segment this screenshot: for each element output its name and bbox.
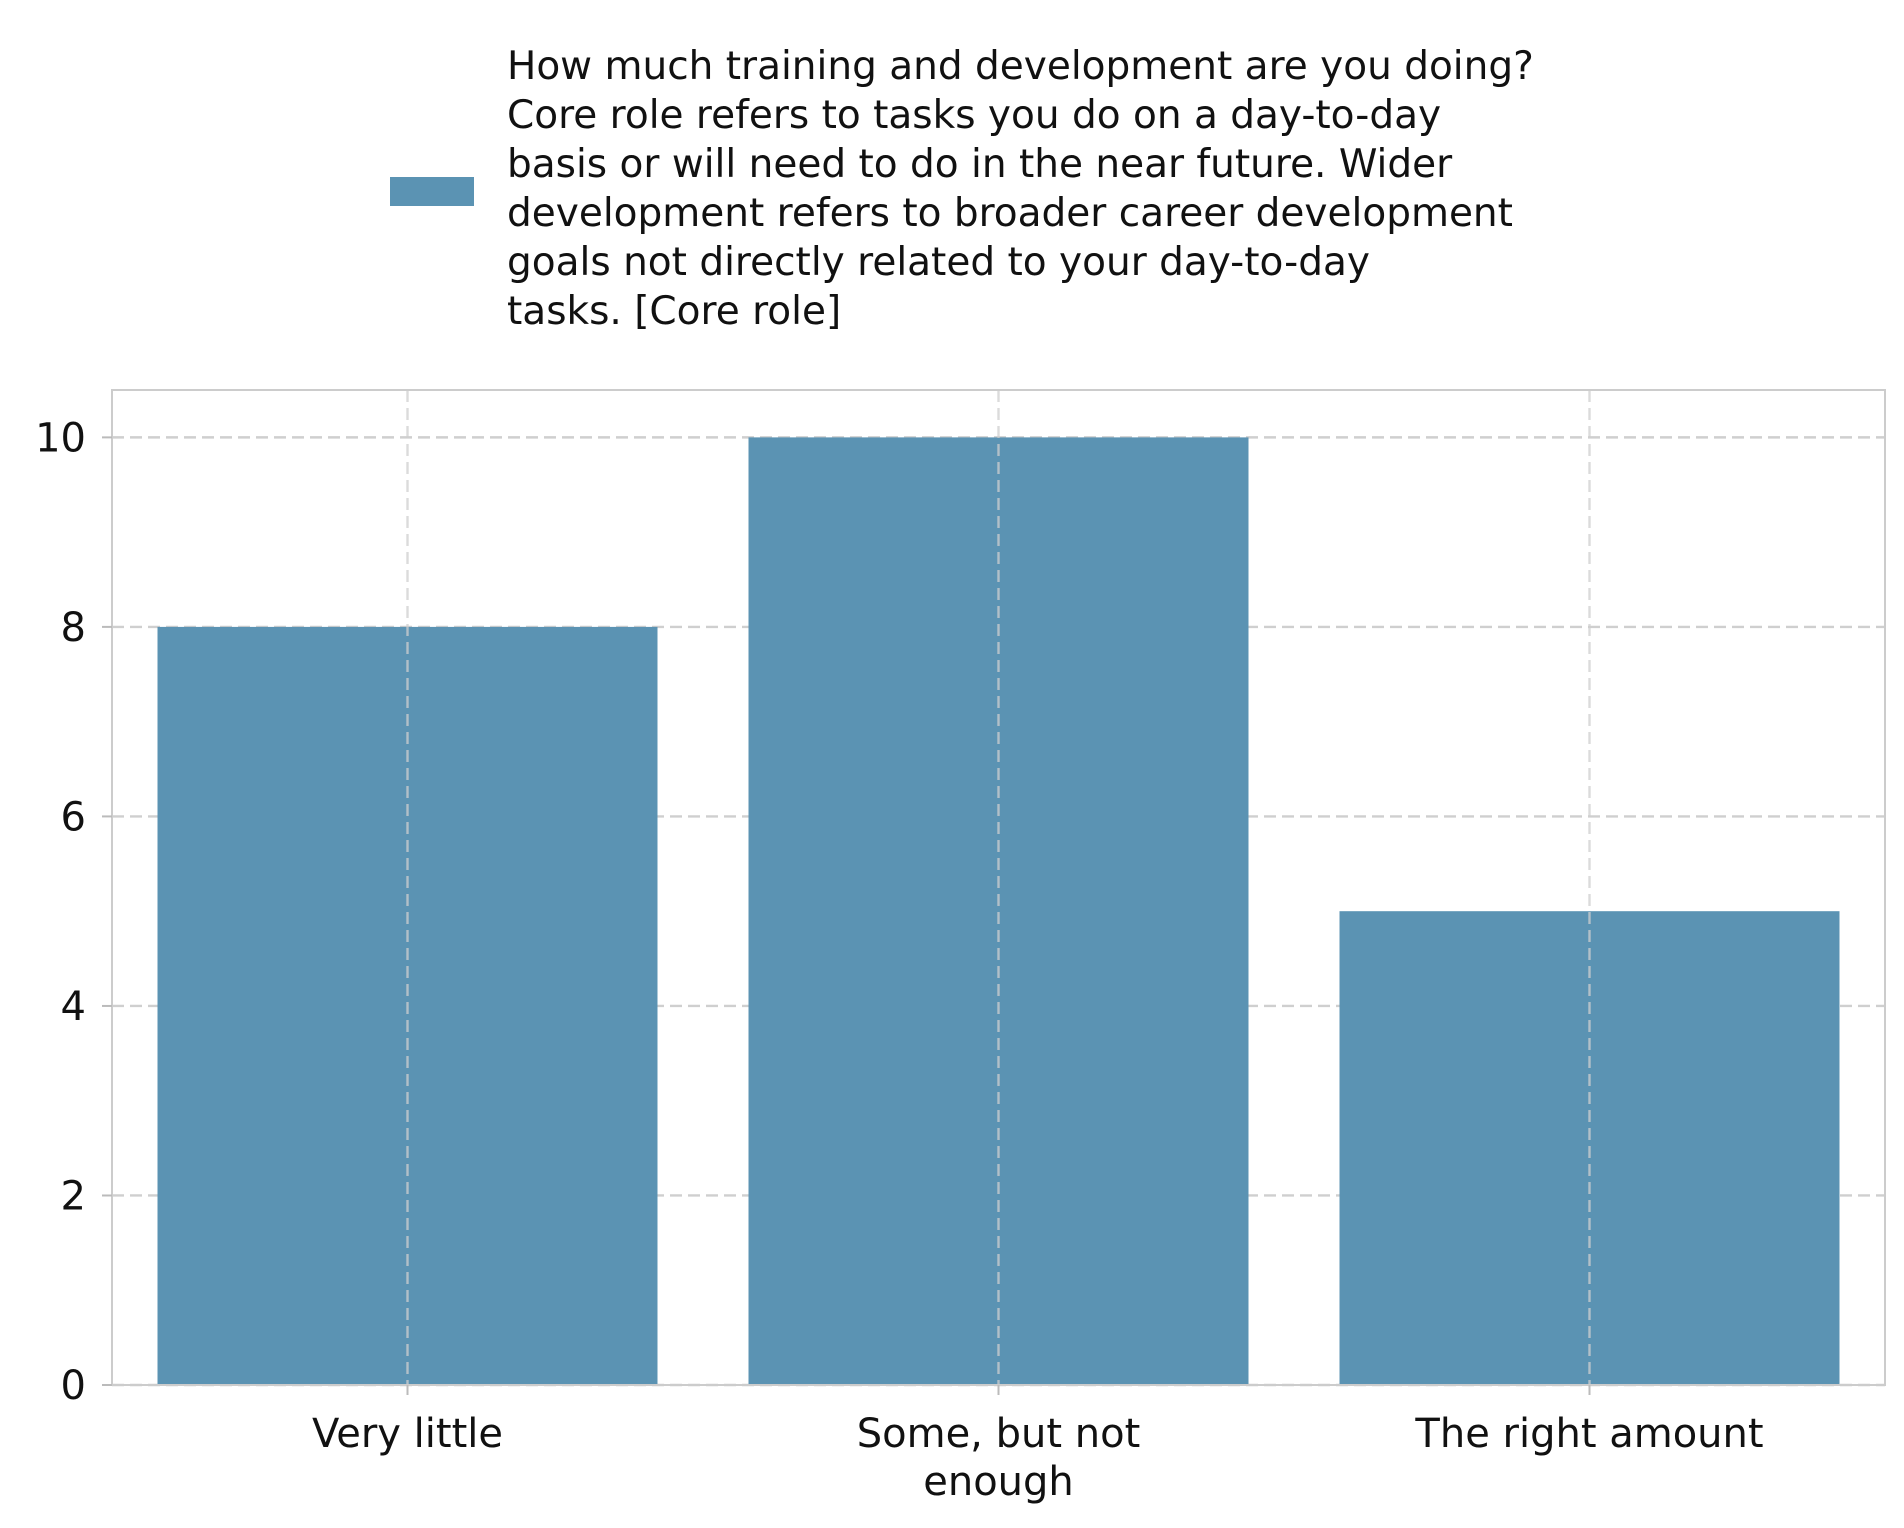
y-tick-label: 8 <box>61 605 86 651</box>
y-tick-label: 0 <box>61 1363 86 1409</box>
y-axis: 0 2 4 6 8 10 <box>35 415 112 1409</box>
legend: How much training and development are yo… <box>390 44 1534 334</box>
legend-swatch <box>390 177 474 206</box>
vertical-grid <box>406 390 1591 1385</box>
x-axis: Very little Some, but not enough The right … <box>312 1385 1764 1505</box>
x-tick-label: Very little <box>312 1411 503 1457</box>
x-tick-label: The right amount <box>1414 1411 1763 1457</box>
x-tick-label: Some, but not enough <box>857 1411 1141 1505</box>
y-tick-label: 2 <box>61 1173 86 1219</box>
y-tick-label: 6 <box>61 794 86 840</box>
y-tick-label: 10 <box>35 415 86 461</box>
y-tick-label: 4 <box>61 984 86 1030</box>
legend-label: How much training and development are yo… <box>507 44 1534 334</box>
